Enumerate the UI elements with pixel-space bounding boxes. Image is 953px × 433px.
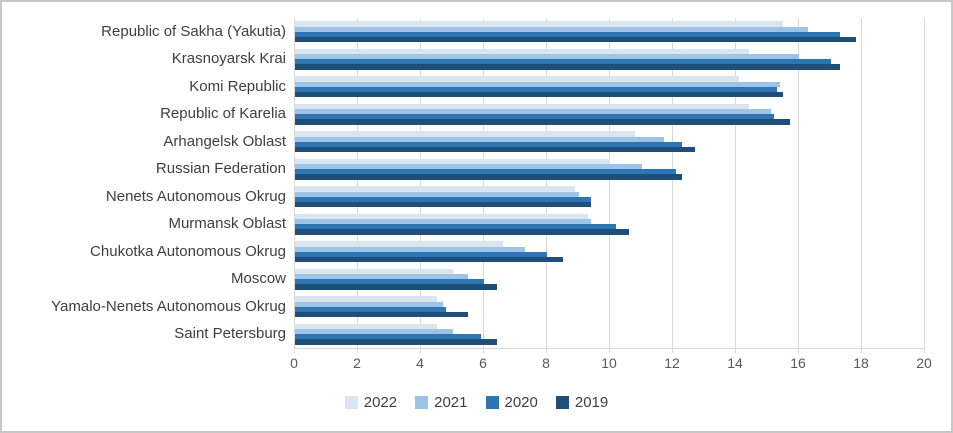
- category-label: Murmansk Oblast: [168, 215, 286, 233]
- bar-2021: [295, 54, 799, 60]
- legend-item-2022: 2022: [344, 394, 398, 411]
- bar-2019: [295, 146, 696, 153]
- x-tick-label: 8: [542, 355, 550, 371]
- bar-2021: [295, 329, 453, 335]
- x-tick-label: 12: [664, 355, 680, 371]
- bar-2022: [295, 76, 740, 82]
- bar-2021: [295, 274, 469, 280]
- gridline: [924, 18, 925, 353]
- bar-2019: [295, 174, 683, 180]
- bar-2022: [295, 21, 784, 27]
- x-tick-label: 10: [601, 355, 617, 371]
- bar-2019: [295, 91, 784, 98]
- x-tick-label: 2: [353, 355, 361, 371]
- bar-2021: [295, 246, 525, 252]
- category-label: Moscow: [230, 270, 286, 288]
- bar-2020: [295, 169, 677, 175]
- bar-2021: [295, 191, 579, 197]
- category-label: Arhangelsk Oblast: [163, 132, 286, 150]
- bar-2020: [295, 86, 777, 92]
- bar-2021: [295, 81, 781, 87]
- bar-2020: [295, 251, 547, 257]
- legend-swatch-icon: [555, 396, 569, 409]
- legend-label: 2021: [434, 394, 468, 411]
- category-label: Yamalo-Nenets Autonomous Okrug: [51, 297, 286, 315]
- legend-label: 2022: [363, 394, 398, 411]
- legend-label: 2020: [504, 394, 538, 411]
- bar-2021: [295, 109, 771, 115]
- category-label: Republic of Karelia: [160, 105, 286, 123]
- x-axis-line: [294, 348, 924, 349]
- bar-2019: [295, 229, 629, 235]
- bar-2019: [295, 119, 790, 125]
- legend-item-2021: 2021: [415, 394, 468, 411]
- bar-2019: [295, 311, 469, 318]
- legend-item-2020: 2020: [485, 394, 538, 411]
- category-label: Saint Petersburg: [174, 325, 286, 343]
- bar-2021: [295, 26, 809, 32]
- bar-2020: [295, 334, 481, 340]
- gridline: [546, 18, 547, 353]
- x-tick-label: 18: [853, 355, 869, 371]
- bar-2019: [295, 64, 840, 70]
- bar-2022: [295, 186, 576, 192]
- bar-2021: [295, 301, 444, 307]
- chart-legend: 2022 2021 2020 2019: [2, 394, 951, 411]
- legend-swatch-icon: [485, 396, 499, 409]
- bar-2022: [295, 158, 610, 165]
- bar-2019: [295, 284, 497, 290]
- x-tick-label: 20: [916, 355, 932, 371]
- legend-swatch-icon: [344, 396, 358, 409]
- x-tick-label: 0: [290, 355, 298, 371]
- bar-2020: [295, 59, 831, 65]
- gridline: [672, 18, 673, 353]
- gridline: [483, 18, 484, 353]
- legend-label: 2019: [574, 394, 609, 411]
- bar-2020: [295, 279, 484, 285]
- gridline: [798, 18, 799, 353]
- x-tick-label: 4: [416, 355, 424, 371]
- bar-2019: [295, 256, 563, 263]
- legend-swatch-icon: [415, 396, 429, 409]
- bar-2022: [295, 131, 636, 137]
- bar-2019: [295, 201, 592, 208]
- x-tick-label: 6: [479, 355, 487, 371]
- category-label: Nenets Autonomous Okrug: [105, 187, 286, 205]
- bar-2021: [295, 136, 664, 142]
- gridline: [861, 18, 862, 353]
- bar-2022: [295, 213, 588, 220]
- bar-2021: [295, 219, 592, 225]
- bar-2020: [295, 224, 617, 230]
- legend-item-2019: 2019: [555, 394, 609, 411]
- bar-2020: [295, 306, 447, 312]
- bar-2019: [295, 36, 856, 43]
- bar-2022: [295, 48, 749, 55]
- gridline: [357, 18, 358, 353]
- bar-2019: [295, 339, 497, 345]
- category-label: Chukotka Autonomous Okrug: [90, 242, 286, 260]
- category-label: Republic of Sakha (Yakutia): [101, 22, 286, 40]
- bar-2021: [295, 164, 642, 170]
- bar-2020: [295, 196, 592, 202]
- bar-2022: [295, 268, 453, 275]
- bar-2022: [295, 103, 749, 110]
- bar-2020: [295, 141, 683, 147]
- bar-2020: [295, 114, 774, 120]
- gridline: [609, 18, 610, 353]
- gridline: [294, 18, 295, 353]
- bar-2022: [295, 296, 437, 302]
- bar-2022: [295, 241, 503, 247]
- bar-2022: [295, 323, 437, 330]
- x-tick-label: 16: [790, 355, 806, 371]
- gridline: [420, 18, 421, 353]
- gridline: [735, 18, 736, 353]
- category-label: Komi Republic: [189, 77, 286, 95]
- category-label: Krasnoyarsk Krai: [171, 50, 286, 68]
- x-tick-label: 14: [727, 355, 743, 371]
- category-label: Russian Federation: [155, 160, 286, 178]
- bar-2020: [295, 31, 840, 37]
